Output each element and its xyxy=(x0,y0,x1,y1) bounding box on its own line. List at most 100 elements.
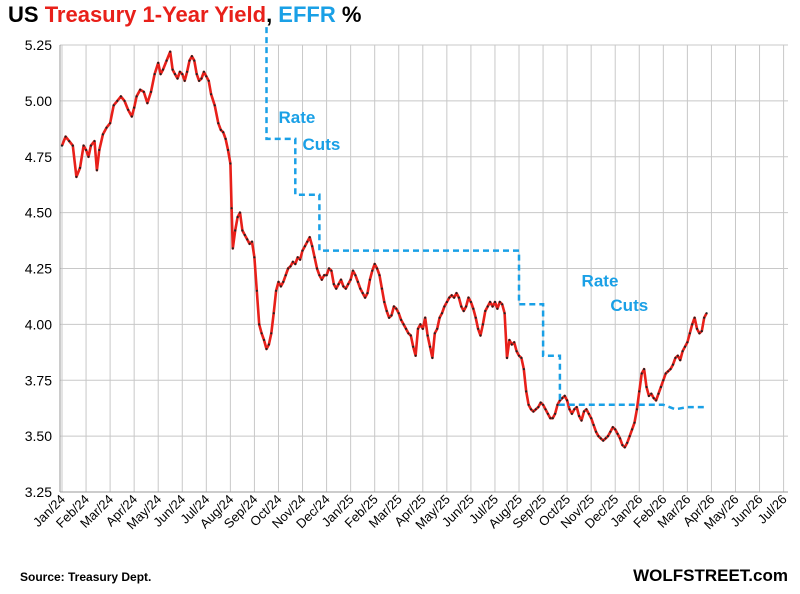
yield-point xyxy=(638,390,641,393)
yield-point xyxy=(626,441,629,444)
yield-point xyxy=(481,323,484,326)
title-part-comma: , xyxy=(266,2,279,27)
yield-point xyxy=(491,305,494,308)
yield-point xyxy=(246,238,249,241)
yield-point xyxy=(472,307,475,310)
yield-point xyxy=(525,390,528,393)
yield-point xyxy=(457,296,460,299)
yield-point xyxy=(705,312,708,315)
yield-point xyxy=(462,309,465,313)
yield-point xyxy=(695,327,699,330)
yield-point xyxy=(159,73,162,76)
yield-point xyxy=(469,300,472,304)
yield-point xyxy=(75,175,78,178)
yield-point xyxy=(573,408,576,411)
yield-point xyxy=(376,267,379,270)
yield-point xyxy=(82,144,85,147)
yield-point xyxy=(529,408,533,411)
yield-point xyxy=(522,368,525,371)
y-tick-label: 5.25 xyxy=(25,37,52,53)
yield-point xyxy=(503,312,506,315)
yield-point xyxy=(676,354,679,357)
yield-point xyxy=(681,350,684,353)
yield-point xyxy=(349,278,352,281)
yield-point xyxy=(133,106,136,109)
yield-point xyxy=(279,285,282,288)
yield-point xyxy=(440,312,444,315)
yield-point xyxy=(71,144,74,147)
yield-point xyxy=(60,144,64,147)
yield-point xyxy=(671,363,675,366)
y-axis-tick-labels: 5.25 5.00 4.75 4.50 4.25 4.00 3.75 3.50 3.25 xyxy=(25,37,52,500)
yield-point xyxy=(433,332,436,335)
yield-point xyxy=(306,240,309,243)
yield-point xyxy=(335,287,338,290)
chart-title: US Treasury 1-Year Yield, EFFR % xyxy=(8,2,361,28)
yield-point xyxy=(532,410,535,413)
yield-point xyxy=(549,417,552,420)
yield-point xyxy=(176,77,179,80)
yield-point xyxy=(635,408,639,411)
yield-point xyxy=(109,122,112,125)
yield-point xyxy=(460,305,463,308)
yield-point xyxy=(202,70,205,73)
yield-point xyxy=(139,88,142,91)
yield-point xyxy=(474,316,477,319)
yield-point xyxy=(327,267,331,270)
yield-point xyxy=(479,334,482,337)
yield-point xyxy=(623,446,626,449)
yield-point xyxy=(554,412,557,415)
yield-point xyxy=(402,323,405,326)
yield-point xyxy=(119,95,122,98)
yield-point xyxy=(238,211,242,214)
yield-point xyxy=(703,316,706,319)
yield-point xyxy=(390,314,393,317)
yield-point xyxy=(621,444,624,447)
yield-point xyxy=(301,249,304,252)
yield-point xyxy=(400,318,403,321)
yield-point xyxy=(539,401,542,404)
yield-point xyxy=(647,394,651,397)
yield-point xyxy=(195,73,198,76)
yield-point xyxy=(255,289,258,292)
yield-point xyxy=(669,368,672,371)
yield-point xyxy=(265,347,268,351)
effr-series-line xyxy=(265,27,705,411)
y-tick-label: 4.75 xyxy=(25,149,52,165)
yield-point xyxy=(544,408,547,411)
yield-point xyxy=(260,332,263,335)
y-tick-label: 5.00 xyxy=(25,93,52,109)
yield-point xyxy=(496,307,499,310)
yield-point xyxy=(664,372,667,375)
y-tick-label: 3.25 xyxy=(25,484,52,500)
yield-point xyxy=(258,323,261,326)
yield-point xyxy=(241,229,244,232)
yield-point xyxy=(383,300,386,304)
yield-point xyxy=(287,267,290,270)
yield-point xyxy=(361,292,364,295)
yield-point xyxy=(498,300,501,304)
yield-point xyxy=(198,79,201,82)
yield-point xyxy=(282,280,285,283)
yield-point xyxy=(178,70,181,73)
yield-point xyxy=(597,435,600,438)
yield-point xyxy=(517,354,521,357)
yield-point xyxy=(183,79,186,82)
yield-point xyxy=(153,73,156,76)
yield-point xyxy=(130,115,133,118)
yield-point xyxy=(142,90,145,93)
y-tick-label: 3.75 xyxy=(25,372,52,388)
yield-point xyxy=(578,414,581,418)
yield-point xyxy=(667,370,670,373)
yield-point xyxy=(693,316,696,319)
yield-point xyxy=(188,59,191,62)
yield-point xyxy=(380,287,383,290)
yield-point xyxy=(501,303,504,306)
yield-point xyxy=(606,435,610,438)
yield-point xyxy=(611,426,614,429)
yield-point xyxy=(388,316,391,319)
yield-point xyxy=(385,309,388,313)
x-axis-tick-labels: Jan/24Feb/24Mar/24Apr/24May/24Jun/24Jul/… xyxy=(30,492,790,533)
yield-point xyxy=(284,274,287,277)
yield-point xyxy=(303,245,306,248)
